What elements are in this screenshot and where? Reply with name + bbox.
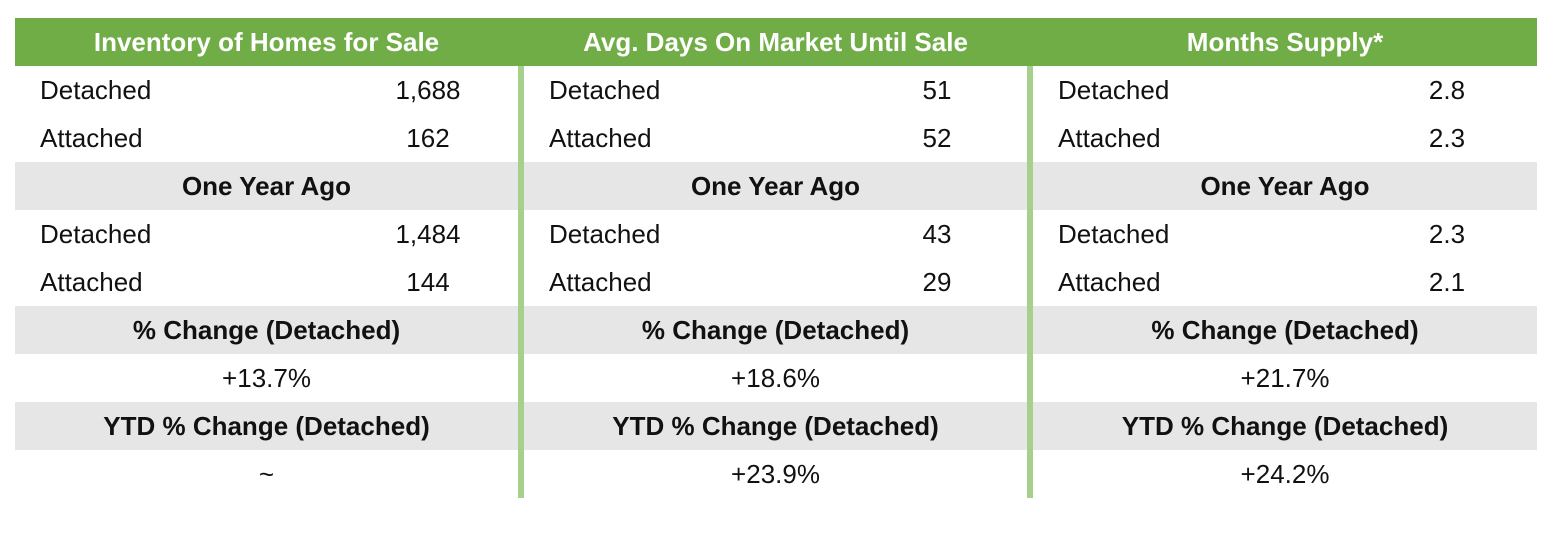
row-label: Attached (40, 122, 143, 153)
ytd-change-value: +24.2% (1240, 459, 1330, 489)
row-value: 29 (922, 266, 952, 297)
current-attached-row: Attached 162 (15, 114, 518, 162)
row-label: Detached (40, 218, 152, 249)
year-ago-attached-row: Attached 2.1 (1033, 258, 1537, 306)
percent-change-heading: % Change (Detached) (15, 306, 518, 354)
row-value: 1,688 (395, 74, 461, 105)
ytd-change-heading: YTD % Change (Detached) (15, 402, 518, 450)
row-value: 162 (406, 122, 450, 153)
current-attached-row: Attached 2.3 (1033, 114, 1537, 162)
row-value: 2.8 (1428, 74, 1466, 105)
row-value: 2.3 (1428, 122, 1466, 153)
row-value: 2.3 (1428, 218, 1466, 249)
column-divider (1027, 66, 1033, 498)
column-divider (518, 66, 524, 498)
row-label: Attached (40, 266, 143, 297)
year-ago-detached-row: Detached 43 (524, 210, 1027, 258)
header-spacer (1027, 18, 1033, 66)
row-label: Attached (1058, 266, 1161, 297)
year-ago-detached-row: Detached 2.3 (1033, 210, 1537, 258)
ytd-change-heading: YTD % Change (Detached) (524, 402, 1027, 450)
ytd-change-heading: YTD % Change (Detached) (1033, 402, 1537, 450)
row-value: 43 (922, 218, 952, 249)
row-label: Detached (40, 74, 152, 105)
column-header-days-on-market: Avg. Days On Market Until Sale (524, 18, 1027, 66)
row-label: Attached (1058, 122, 1161, 153)
column-header-months-supply: Months Supply* (1033, 18, 1537, 66)
row-label: Detached (549, 218, 661, 249)
row-label: Detached (1058, 218, 1170, 249)
current-detached-row: Detached 1,688 (15, 66, 518, 114)
column-header-inventory: Inventory of Homes for Sale (15, 18, 518, 66)
percent-change-value: +21.7% (1240, 363, 1330, 393)
one-year-ago-heading: One Year Ago (524, 162, 1027, 210)
row-label: Detached (549, 74, 661, 105)
year-ago-attached-row: Attached 29 (524, 258, 1027, 306)
percent-change-value: +13.7% (222, 363, 311, 393)
current-attached-row: Attached 52 (524, 114, 1027, 162)
ytd-change-value: ~ (258, 459, 275, 489)
header-spacer (518, 18, 524, 66)
year-ago-detached-row: Detached 1,484 (15, 210, 518, 258)
one-year-ago-heading: One Year Ago (1033, 162, 1537, 210)
one-year-ago-heading: One Year Ago (15, 162, 518, 210)
percent-change-heading: % Change (Detached) (1033, 306, 1537, 354)
percent-change-heading: % Change (Detached) (524, 306, 1027, 354)
row-label: Detached (1058, 74, 1170, 105)
row-value: 51 (922, 74, 952, 105)
current-detached-row: Detached 2.8 (1033, 66, 1537, 114)
ytd-change-value: +23.9% (731, 459, 820, 489)
row-label: Attached (549, 122, 652, 153)
year-ago-attached-row: Attached 144 (15, 258, 518, 306)
row-value: 144 (406, 266, 450, 297)
row-value: 1,484 (395, 218, 461, 249)
row-value: 2.1 (1428, 266, 1466, 297)
market-stats-table: Inventory of Homes for Sale Avg. Days On… (15, 18, 1537, 498)
percent-change-value: +18.6% (731, 363, 820, 393)
row-value: 52 (922, 122, 952, 153)
row-label: Attached (549, 266, 652, 297)
current-detached-row: Detached 51 (524, 66, 1027, 114)
